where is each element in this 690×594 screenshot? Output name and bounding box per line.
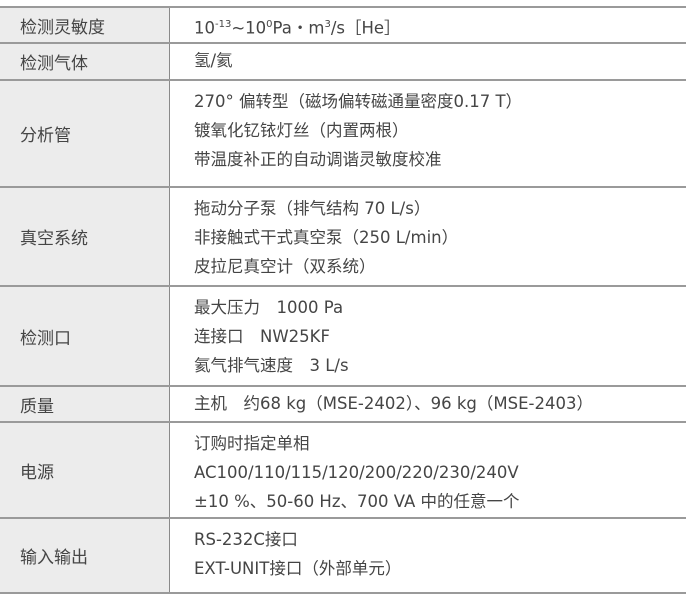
row-value: 最大压力 1000 Pa 连接口 NW25KF 氦气排气速度 3 L/s xyxy=(170,287,686,385)
table-row-power: 电源 订购时指定单相 AC100/110/115/120/200/220/230… xyxy=(0,423,686,519)
value-line: 非接触式干式真空泵（250 L/min） xyxy=(194,228,459,247)
sens-exp-max: 0 xyxy=(266,19,273,30)
value-line: 连接口 NW25KF xyxy=(194,327,330,346)
row-label: 检测气体 xyxy=(0,44,170,79)
sens-exp-min: -13 xyxy=(215,19,232,30)
table-row-mass: 质量 主机 约68 kg（MSE-2402）、96 kg（MSE-2403） xyxy=(0,387,686,423)
value-line: ±10 %、50-60 Hz、700 VA 中的任意一个 xyxy=(194,492,520,511)
row-value: 拖动分子泵（排气结构 70 L/s） 非接触式干式真空泵（250 L/min） … xyxy=(170,188,686,285)
value-line: RS-232C接口 xyxy=(194,530,298,549)
value-line: 主机 约68 kg（MSE-2402）、96 kg（MSE-2403） xyxy=(194,394,593,413)
sens-base: 10 xyxy=(194,18,215,38)
table-row-vacuum: 真空系统 拖动分子泵（排气结构 70 L/s） 非接触式干式真空泵（250 L/… xyxy=(0,188,686,287)
row-value: RS-232C接口 EXT-UNIT接口（外部单元） xyxy=(170,519,686,592)
value-line: 氦气排气速度 3 L/s xyxy=(194,356,349,375)
value-line: 镀氧化钇铱灯丝（内置两根） xyxy=(194,121,409,140)
value-line: 拖动分子泵（排气结构 70 L/s） xyxy=(194,199,431,218)
value-line: EXT-UNIT接口（外部单元） xyxy=(194,559,402,578)
row-label: 分析管 xyxy=(0,81,170,186)
row-value: 10-13~100Pa・m3/s［He］ xyxy=(170,8,686,42)
sens-unit: Pa・m xyxy=(272,18,325,38)
row-label: 电源 xyxy=(0,423,170,517)
row-label: 真空系统 xyxy=(0,188,170,285)
table-row-io: 输入输出 RS-232C接口 EXT-UNIT接口（外部单元） xyxy=(0,519,686,594)
row-label: 检测口 xyxy=(0,287,170,385)
table-row-analyzer: 分析管 270° 偏转型（磁场偏转磁通量密度0.17 T） 镀氧化钇铱灯丝（内置… xyxy=(0,81,686,188)
row-label: 质量 xyxy=(0,387,170,421)
row-label: 输入输出 xyxy=(0,519,170,592)
value-line: 带温度补正的自动调谐灵敏度校准 xyxy=(194,150,442,169)
row-value: 270° 偏转型（磁场偏转磁通量密度0.17 T） 镀氧化钇铱灯丝（内置两根） … xyxy=(170,81,686,186)
sens-sep: ~10 xyxy=(231,18,267,38)
spec-table: 检测灵敏度 10-13~100Pa・m3/s［He］ 检测气体 氢/氦 分析管 … xyxy=(0,6,686,594)
value-line: AC100/110/115/120/200/220/230/240V xyxy=(194,463,519,482)
row-value: 氢/氦 xyxy=(170,44,686,79)
row-value: 订购时指定单相 AC100/110/115/120/200/220/230/24… xyxy=(170,423,686,517)
table-row-port: 检测口 最大压力 1000 Pa 连接口 NW25KF 氦气排气速度 3 L/s xyxy=(0,287,686,387)
row-value: 主机 约68 kg（MSE-2402）、96 kg（MSE-2403） xyxy=(170,387,686,421)
value-line: 皮拉尼真空计（双系统） xyxy=(194,257,376,276)
value-line: 最大压力 1000 Pa xyxy=(194,298,344,317)
sens-tail: /s［He］ xyxy=(330,18,401,38)
table-row-gas: 检测气体 氢/氦 xyxy=(0,44,686,81)
value-line: 270° 偏转型（磁场偏转磁通量密度0.17 T） xyxy=(194,92,523,111)
sens-unit-exp: 3 xyxy=(324,19,331,30)
value-line: 订购时指定单相 xyxy=(194,434,310,453)
row-label: 检测灵敏度 xyxy=(0,8,170,42)
value-line: 氢/氦 xyxy=(194,51,233,70)
table-row-sensitivity: 检测灵敏度 10-13~100Pa・m3/s［He］ xyxy=(0,8,686,44)
